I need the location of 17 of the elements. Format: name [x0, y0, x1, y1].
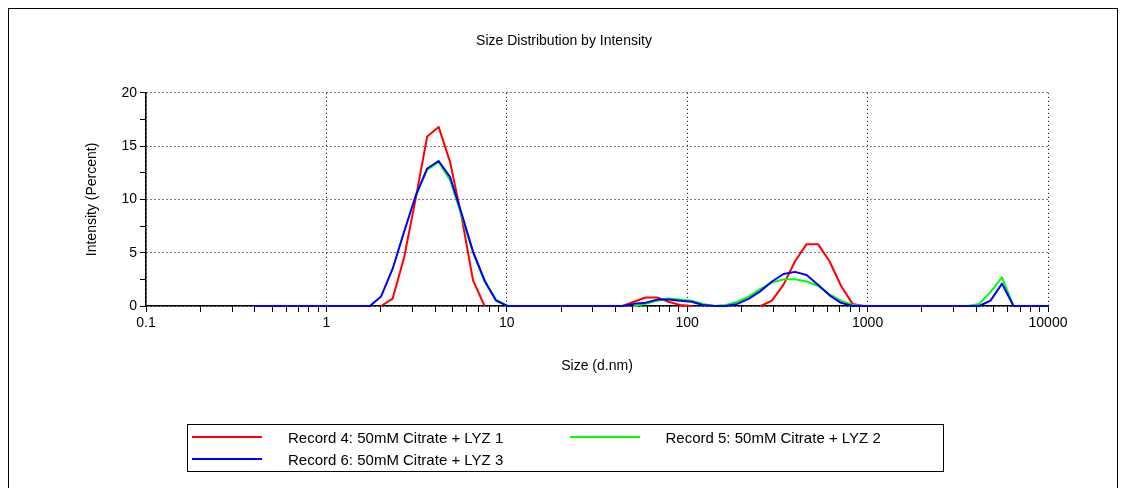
x-tick-label: 1000 [852, 314, 884, 331]
legend-label: Record 4: 50mM Citrate + LYZ 1 [288, 428, 504, 446]
y-tick-label: 0 [129, 296, 138, 313]
y-tick-label: 10 [121, 190, 138, 207]
x-tick-label: 10 [499, 314, 515, 331]
x-axis-title: Size (d.nm) [561, 357, 633, 374]
y-tick-label: 15 [121, 136, 138, 153]
chart-title: Size Distribution by Intensity [476, 32, 652, 49]
x-tick-label: 100 [675, 314, 700, 331]
y-tick-label: 20 [121, 83, 138, 100]
legend-label: Record 6: 50mM Citrate + LYZ 3 [288, 450, 504, 468]
x-tick-label: 10000 [1028, 314, 1068, 331]
y-tick-label: 5 [129, 243, 138, 260]
y-axis-title: Intensity (Percent) [83, 142, 100, 257]
x-tick-label: 0.1 [136, 314, 156, 331]
x-tick-label: 1 [322, 314, 331, 331]
legend-label: Record 5: 50mM Citrate + LYZ 2 [665, 428, 881, 446]
